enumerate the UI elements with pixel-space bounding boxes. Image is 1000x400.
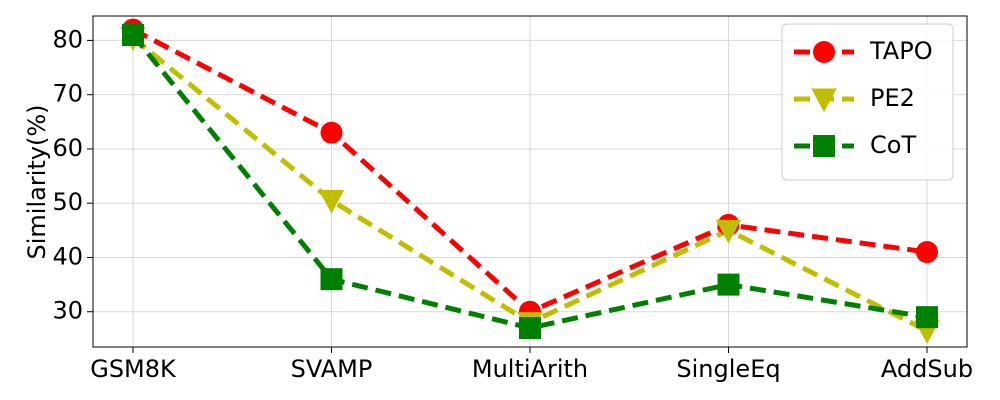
- data-point-cot: [122, 23, 144, 46]
- data-point-cot: [320, 268, 343, 291]
- y-tick-label: 30: [52, 297, 83, 325]
- legend: TAPO PE2 CoT: [781, 23, 954, 181]
- data-point-cot: [916, 306, 938, 329]
- legend-label-cot: CoT: [870, 131, 916, 159]
- data-point-cot: [717, 273, 740, 296]
- y-axis-title: Similarity(%): [23, 104, 51, 259]
- y-tick-label: 70: [52, 80, 83, 108]
- y-tick-label: 60: [52, 134, 83, 162]
- legend-label-tapo: TAPO: [869, 37, 933, 65]
- data-point-pe2: [318, 190, 345, 214]
- series-markers: [120, 18, 940, 344]
- legend-marker-tapo: [813, 41, 835, 63]
- x-tick-label: MultiArith: [472, 355, 588, 383]
- x-tick-label: AddSub: [881, 355, 973, 383]
- data-point-tapo: [320, 121, 343, 144]
- x-tick-label: GSM8K: [90, 355, 177, 383]
- y-tick-label: 80: [52, 25, 83, 53]
- y-tick-label: 50: [52, 188, 83, 216]
- grid: [93, 16, 967, 347]
- x-axis-ticks: GSM8K SVAMP MultiArith SingleEq AddSub: [90, 347, 973, 383]
- x-tick-label: SVAMP: [291, 355, 373, 383]
- data-point-pe2: [715, 219, 742, 244]
- data-point-tapo: [916, 241, 938, 264]
- legend-marker-cot: [813, 135, 835, 157]
- data-point-cot: [519, 317, 541, 340]
- y-axis-ticks: 30 40 50 60 70 80: [52, 25, 93, 325]
- legend-label-pe2: PE2: [870, 84, 915, 112]
- x-tick-label: SingleEq: [676, 355, 780, 383]
- y-tick-label: 40: [52, 242, 83, 270]
- legend-marker-pe2: [811, 88, 837, 113]
